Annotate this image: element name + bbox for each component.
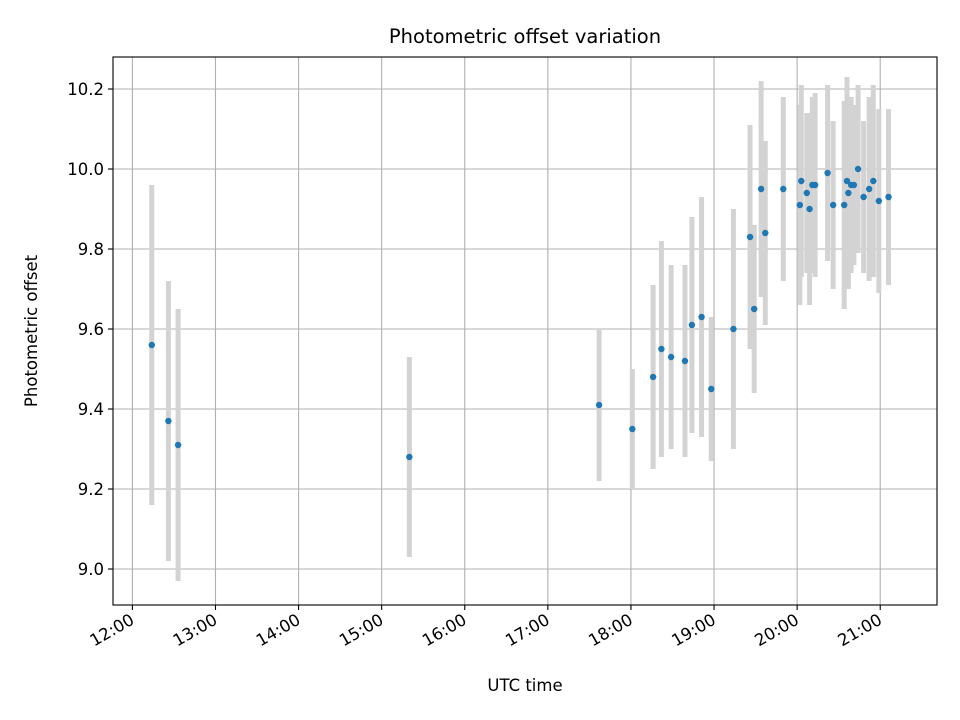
y-tick-label: 9.4: [78, 400, 104, 419]
data-point: [870, 177, 877, 185]
data-point: [681, 357, 689, 365]
chart-title: Photometric offset variation: [389, 25, 661, 48]
data-point: [796, 201, 804, 209]
data-point: [841, 201, 848, 209]
data-point: [829, 201, 837, 209]
data-point: [780, 185, 787, 193]
data-point: [854, 165, 862, 173]
data-point: [708, 385, 715, 393]
data-point: [860, 193, 867, 201]
data-point: [865, 185, 873, 193]
data-point: [698, 313, 705, 321]
data-point: [688, 321, 696, 329]
data-point: [845, 189, 852, 197]
data-point: [746, 233, 754, 241]
data-point: [595, 401, 603, 409]
data-point: [824, 169, 831, 177]
data-point: [667, 353, 675, 361]
data-point: [885, 193, 892, 201]
data-point: [750, 305, 758, 313]
plot-frame: [112, 56, 938, 606]
data-point: [811, 181, 819, 189]
data-point: [875, 197, 883, 205]
data-point: [757, 185, 765, 193]
data-point: [165, 417, 172, 425]
y-tick-label: 10.0: [67, 160, 104, 179]
y-tick-label: 9.0: [78, 560, 104, 579]
data-point: [806, 205, 813, 213]
x-axis-label: UTC time: [487, 676, 562, 695]
y-tick-label: 9.8: [78, 240, 104, 259]
data-points: [148, 165, 892, 461]
data-point: [843, 177, 851, 185]
data-point: [406, 453, 413, 461]
data-point: [649, 373, 657, 381]
data-point: [762, 229, 769, 237]
y-tick-label: 9.6: [78, 320, 104, 339]
data-point: [798, 177, 805, 185]
data-point: [148, 341, 155, 349]
grid: [113, 57, 937, 605]
data-point: [803, 189, 811, 197]
data-point: [174, 441, 182, 449]
y-tick-label: 9.2: [78, 480, 104, 499]
y-axis-label: Photometric offset: [22, 254, 41, 407]
y-tick-label: 10.2: [67, 80, 104, 99]
data-point: [658, 345, 665, 353]
data-point: [730, 325, 737, 333]
data-point: [629, 425, 636, 433]
data-point: [850, 181, 858, 189]
